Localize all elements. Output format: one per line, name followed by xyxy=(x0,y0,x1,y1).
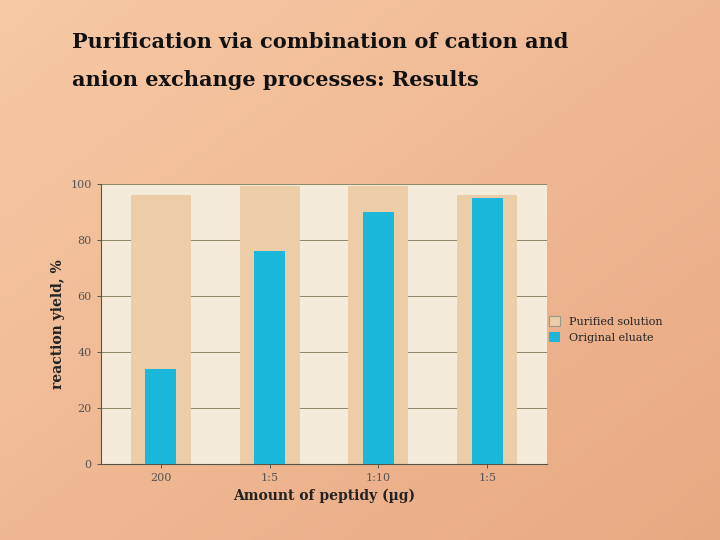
Bar xyxy=(131,195,191,464)
Bar xyxy=(363,212,394,464)
Text: anion exchange processes: Results: anion exchange processes: Results xyxy=(72,70,479,90)
Bar xyxy=(145,369,176,464)
Bar xyxy=(254,251,285,464)
Y-axis label: reaction yield, %: reaction yield, % xyxy=(51,259,65,389)
Bar xyxy=(348,186,408,464)
Legend: Purified solution, Original eluate: Purified solution, Original eluate xyxy=(544,312,667,347)
Bar xyxy=(472,198,503,464)
X-axis label: Amount of peptidy (µg): Amount of peptidy (µg) xyxy=(233,489,415,503)
Bar xyxy=(240,186,300,464)
Text: Purification via combination of cation and: Purification via combination of cation a… xyxy=(72,32,568,52)
Bar xyxy=(457,195,517,464)
